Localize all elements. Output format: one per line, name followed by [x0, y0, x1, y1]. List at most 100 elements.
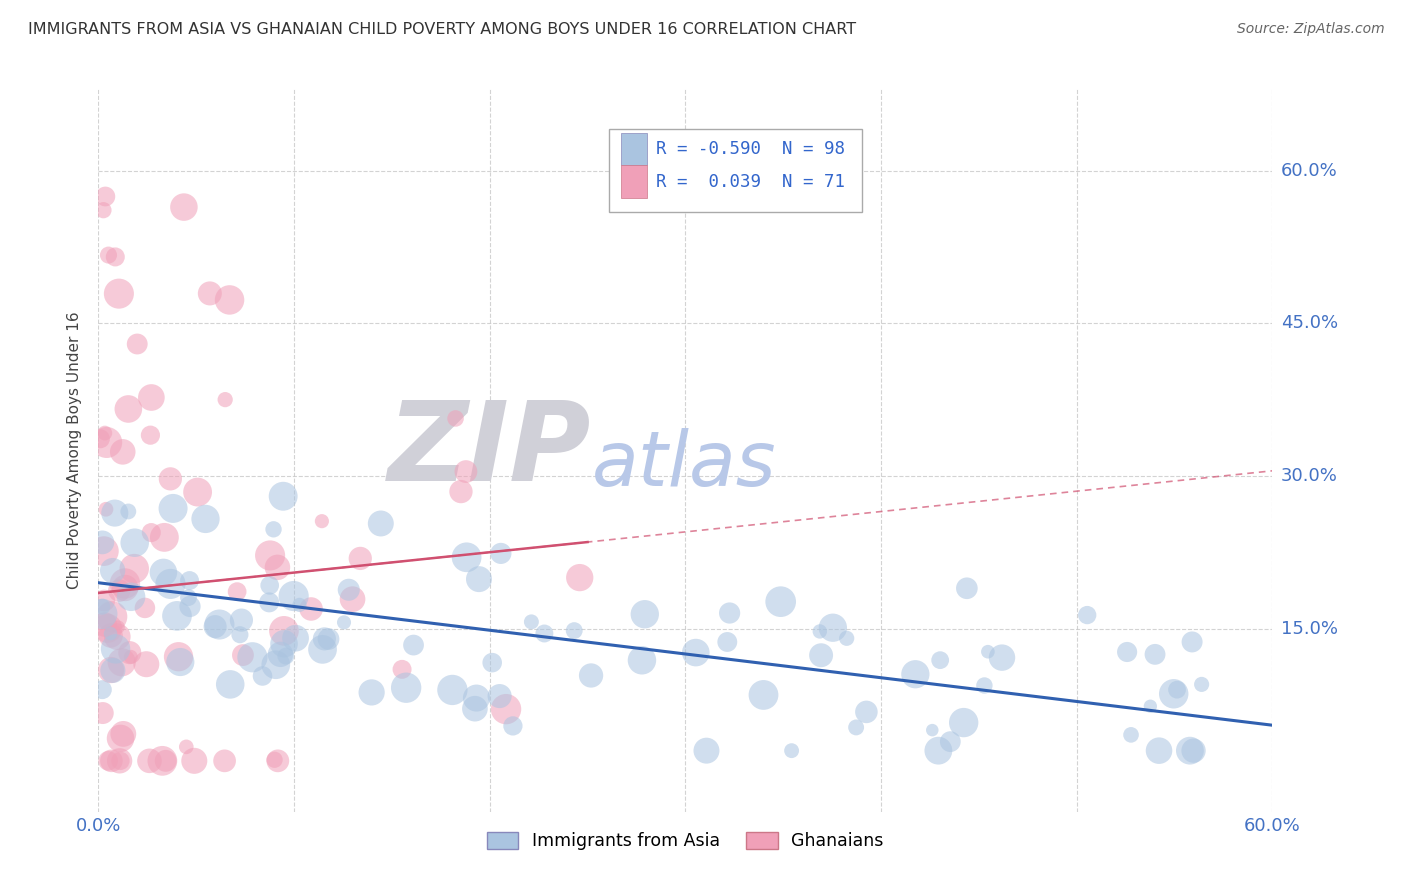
Point	[337, 582, 360, 597]
Text: R = -0.590  N = 98: R = -0.590 N = 98	[657, 140, 845, 158]
Point	[444, 411, 467, 425]
Point	[179, 574, 201, 588]
Point	[450, 484, 472, 499]
Text: Source: ZipAtlas.com: Source: ZipAtlas.com	[1237, 22, 1385, 37]
Point	[226, 584, 249, 599]
Point	[977, 645, 1000, 659]
Point	[101, 609, 124, 624]
Point	[855, 705, 877, 719]
Point	[1147, 744, 1170, 758]
Point	[716, 635, 738, 649]
Text: 60.0%: 60.0%	[1281, 161, 1337, 179]
Point	[299, 602, 322, 616]
Text: 45.0%: 45.0%	[1281, 314, 1339, 332]
Point	[634, 607, 657, 622]
Point	[927, 744, 949, 758]
Point	[242, 650, 264, 665]
Point	[973, 678, 995, 692]
Point	[360, 685, 382, 699]
Bar	[621, 165, 647, 198]
Point	[257, 595, 280, 609]
Point	[173, 200, 195, 214]
Point	[780, 744, 803, 758]
Point	[456, 550, 478, 565]
Point	[441, 682, 464, 697]
Point	[269, 648, 291, 662]
Point	[118, 646, 141, 660]
Point	[100, 629, 122, 643]
Point	[752, 688, 775, 702]
Point	[91, 682, 114, 697]
Point	[271, 489, 294, 503]
Point	[273, 624, 295, 638]
Point	[267, 754, 290, 768]
Point	[631, 653, 654, 667]
Point	[101, 564, 124, 578]
Point	[845, 721, 868, 735]
Point	[695, 744, 717, 758]
Point	[533, 626, 555, 640]
Point	[176, 739, 198, 754]
Point	[810, 648, 832, 663]
Point	[117, 401, 139, 416]
Point	[1178, 744, 1201, 758]
Point	[1116, 645, 1139, 659]
Point	[1166, 682, 1188, 697]
Point	[104, 641, 127, 656]
Point	[465, 691, 488, 706]
Point	[150, 754, 173, 768]
Point	[263, 753, 285, 767]
Point	[333, 615, 356, 630]
Point	[391, 662, 413, 676]
Point	[489, 546, 512, 560]
Point	[1139, 699, 1161, 714]
Point	[821, 621, 844, 635]
Point	[204, 619, 226, 633]
Point	[259, 578, 281, 592]
Point	[259, 549, 281, 563]
Point	[187, 485, 209, 500]
Point	[100, 663, 122, 677]
Point	[231, 613, 253, 627]
Point	[101, 664, 124, 678]
Point	[1181, 635, 1204, 649]
Point	[562, 624, 585, 638]
Point	[93, 203, 115, 218]
Point	[402, 638, 425, 652]
Legend: Immigrants from Asia, Ghanaians: Immigrants from Asia, Ghanaians	[479, 824, 891, 857]
Point	[314, 632, 336, 646]
Point	[97, 754, 120, 768]
Point	[232, 648, 254, 662]
Point	[495, 702, 517, 716]
Point	[89, 432, 111, 446]
Point	[208, 617, 231, 632]
Point	[264, 657, 287, 672]
Point	[288, 598, 311, 612]
Point	[952, 715, 974, 730]
Point	[93, 593, 115, 607]
Point	[124, 535, 146, 549]
Point	[162, 501, 184, 516]
Point	[718, 606, 741, 620]
Point	[568, 571, 591, 585]
Point	[141, 525, 163, 540]
Point	[104, 506, 127, 520]
Point	[395, 681, 418, 695]
Point	[252, 669, 274, 683]
Point	[194, 512, 217, 526]
Point	[929, 653, 952, 667]
Point	[769, 595, 792, 609]
Point	[112, 727, 135, 741]
Text: ZIP: ZIP	[388, 397, 592, 504]
Point	[468, 572, 491, 586]
Point	[108, 754, 131, 768]
Point	[219, 677, 242, 691]
Point	[107, 620, 129, 634]
Point	[94, 426, 117, 441]
Point	[104, 250, 127, 264]
Point	[579, 668, 602, 682]
Point	[229, 628, 252, 642]
Point	[167, 649, 190, 664]
Point	[120, 649, 142, 664]
Point	[110, 731, 132, 746]
